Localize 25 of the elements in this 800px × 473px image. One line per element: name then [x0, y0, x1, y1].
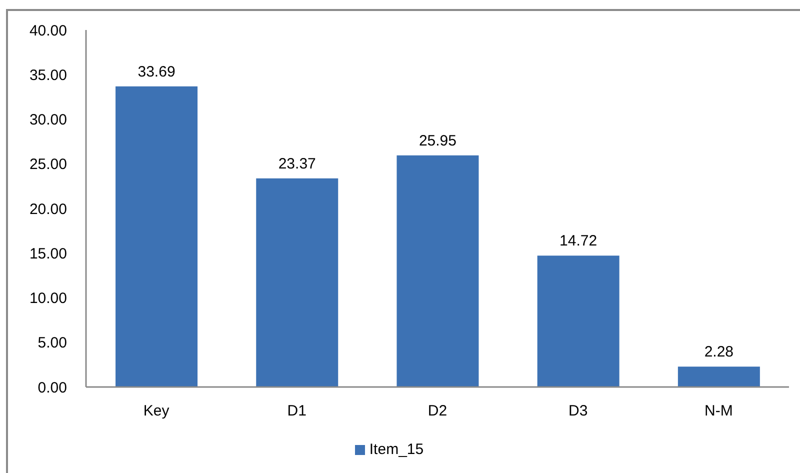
y-tick-label: 35.00 — [29, 66, 67, 84]
y-tick-label: 15.00 — [29, 245, 67, 262]
x-tick-label: D1 — [287, 402, 306, 420]
y-tick-label: 25.00 — [29, 156, 67, 174]
y-tick-label: 10.00 — [29, 290, 67, 308]
bar — [116, 86, 198, 387]
bar — [678, 366, 760, 387]
x-tick-label: Key — [143, 402, 170, 420]
y-tick-label: 40.00 — [29, 22, 67, 40]
y-tick-label: 20.00 — [29, 200, 67, 218]
legend-label: Item_15 — [369, 441, 424, 458]
bar — [396, 155, 479, 387]
x-tick-label: N-M — [704, 402, 733, 420]
data-label: 23.37 — [278, 155, 316, 172]
y-tick-label: 30.00 — [29, 112, 67, 129]
data-label: 25.95 — [418, 132, 456, 150]
data-label: 2.28 — [704, 344, 734, 361]
x-tick-label: D2 — [428, 402, 448, 420]
bar — [537, 256, 620, 387]
data-label: 33.69 — [138, 63, 176, 80]
x-tick-label: D3 — [568, 402, 588, 420]
y-tick-label: 0.00 — [38, 379, 67, 396]
y-tick-label: 5.00 — [38, 334, 67, 352]
bar — [256, 178, 338, 387]
data-label: 14.72 — [560, 232, 598, 250]
